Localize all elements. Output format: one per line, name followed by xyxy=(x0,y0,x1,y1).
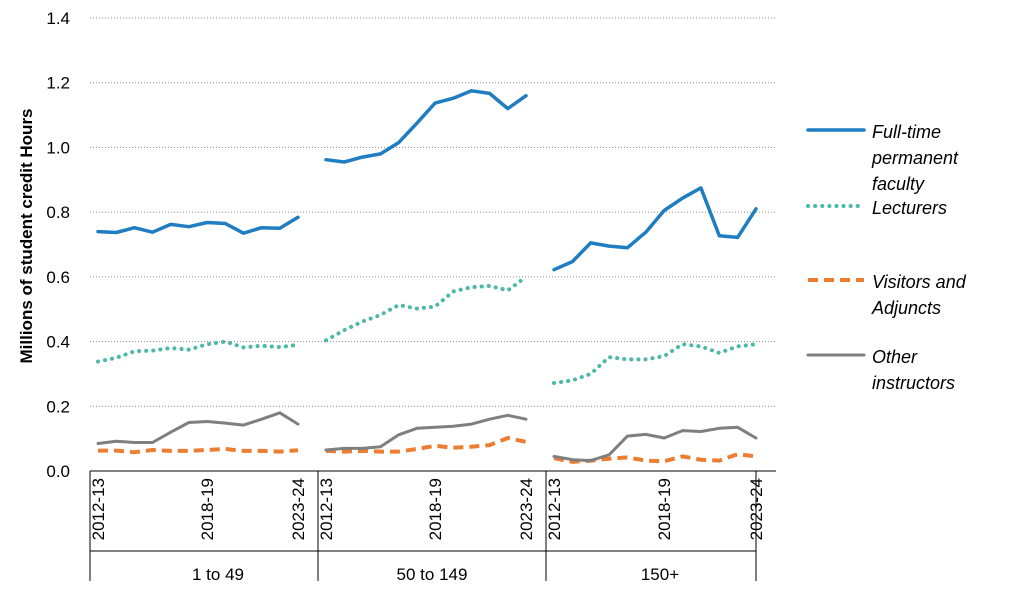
x-tick-label: 2023-24 xyxy=(289,478,308,540)
series-full-time-permanent-faculty-group-1 xyxy=(96,215,300,235)
y-tick-label: 0.0 xyxy=(46,462,70,481)
legend-item-lecturers: Lecturers xyxy=(806,198,947,218)
legend-item-full-time-permanent-faculty: Full-time permanent faculty xyxy=(806,122,959,194)
y-tick-label: 0.2 xyxy=(46,397,70,416)
y-tick-label: 1.2 xyxy=(46,74,70,93)
legend-label: instructors xyxy=(872,373,955,393)
series-lecturers-group-3 xyxy=(552,342,758,385)
x-tick-label: 2023-24 xyxy=(517,478,536,540)
series-visitors-and-adjuncts-group-2 xyxy=(325,436,527,454)
y-tick-label: 1.4 xyxy=(46,9,70,28)
legend-item-visitors-and-adjuncts: Visitors and Adjuncts xyxy=(808,272,967,318)
series-other-instructors-group-3 xyxy=(552,425,758,463)
x-tick-label: 2012-13 xyxy=(317,478,336,540)
y-tick-label: 0.6 xyxy=(46,268,70,287)
series-lecturers-group-2 xyxy=(324,274,528,343)
legend-item-other-instructors: Other instructors xyxy=(806,347,955,393)
legend-label: Lecturers xyxy=(872,198,947,218)
y-axis-title: Millions of student credit Hours xyxy=(17,108,36,363)
y-tick-label: 0.8 xyxy=(46,203,70,222)
legend-label: Other xyxy=(872,347,918,367)
x-tick-label: 2012-13 xyxy=(89,478,108,540)
group-label: 150+ xyxy=(641,565,679,584)
legend-label: Adjuncts xyxy=(871,298,941,318)
x-axis: 2012-13 2018-19 2023-24 1 to 49 2012-13 2018-… xyxy=(89,470,776,584)
legend-label: Visitors and xyxy=(872,272,967,292)
legend-label: permanent xyxy=(871,148,959,168)
y-tick-label: 0.4 xyxy=(46,333,70,352)
y-axis: 0.0 0.2 0.4 0.6 0.8 1.0 1.2 1.4 xyxy=(46,9,70,481)
legend-label: faculty xyxy=(872,174,925,194)
series-lecturers-group-1 xyxy=(96,339,300,364)
series-visitors-and-adjuncts-group-1 xyxy=(98,447,299,455)
legend: Full-time permanent faculty Lecturers Visito… xyxy=(806,122,967,393)
legend-label: Full-time xyxy=(872,122,941,142)
series-full-time-permanent-faculty-group-2 xyxy=(324,89,528,164)
x-tick-label: 2023-24 xyxy=(747,478,766,540)
series-other-instructors-group-2 xyxy=(324,413,528,452)
gridlines xyxy=(90,17,776,407)
plot-area xyxy=(96,89,758,464)
y-tick-label: 1.0 xyxy=(46,138,70,157)
group-label: 50 to 149 xyxy=(397,565,468,584)
x-tick-label: 2018-19 xyxy=(655,478,674,540)
x-tick-label: 2018-19 xyxy=(426,478,445,540)
x-tick-label: 2012-13 xyxy=(545,478,564,540)
series-other-instructors-group-1 xyxy=(96,411,300,445)
x-tick-label: 2018-19 xyxy=(198,478,217,540)
group-label: 1 to 49 xyxy=(192,565,244,584)
series-full-time-permanent-faculty-group-3 xyxy=(552,186,758,272)
